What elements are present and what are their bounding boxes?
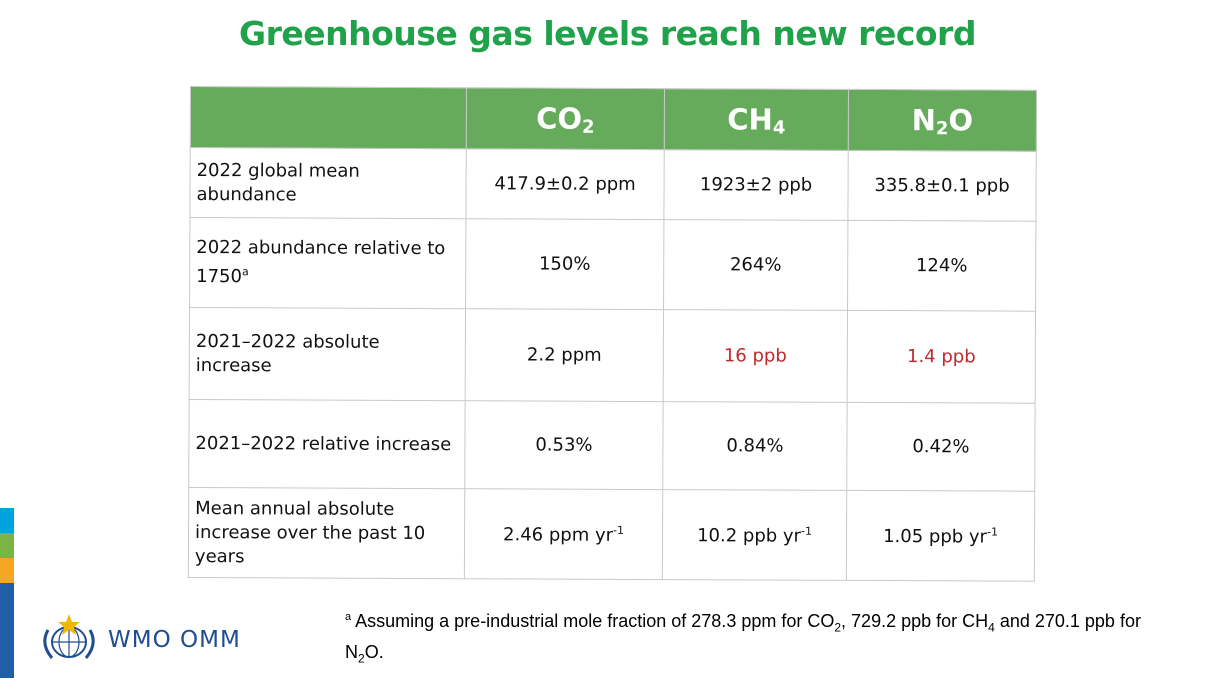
color-sidebar (0, 508, 14, 678)
wmo-emblem-icon (43, 614, 95, 659)
value-n2o: 1.05 ppb yr-1 (846, 490, 1035, 582)
footnote: a Assuming a pre-industrial mole fractio… (345, 611, 1141, 666)
value-co2: 2.2 ppm (465, 308, 664, 402)
row-label: 2021–2022 relative increase (188, 399, 466, 489)
value-n2o: 335.8±0.1 ppb (847, 150, 1037, 222)
page-title: Greenhouse gas levels reach new record (239, 14, 976, 53)
value-co2: 0.53% (464, 400, 664, 490)
table-row: 2021–2022 absolute increase 2.2 ppm 16 p… (189, 307, 1036, 404)
sidebar-stripe (0, 558, 14, 583)
sidebar-stripe (0, 633, 14, 658)
wmo-logo-text: WMO OMM (108, 627, 241, 653)
greenhouse-gas-table: CO2 CH4 N2O 2022 global mean abundance 4… (188, 86, 1037, 582)
header-empty (190, 86, 467, 149)
footnote-marker: a (241, 265, 249, 279)
value-ch4: 10.2 ppb yr-1 (662, 489, 847, 581)
table-header-row: CO2 CH4 N2O (190, 86, 1037, 152)
sidebar-stripe (0, 533, 14, 558)
row-label: 2022 abundance relative to 1750a (189, 217, 466, 309)
value-n2o: 124% (847, 220, 1036, 312)
table-row: 2022 abundance relative to 1750a 150% 26… (189, 217, 1036, 312)
header-co2: CO2 (466, 87, 665, 150)
sidebar-stripe (0, 658, 14, 678)
header-n2o: N2O (848, 89, 1037, 152)
row-label: 2022 global mean abundance (189, 147, 467, 219)
sidebar-stripe (0, 608, 14, 633)
value-n2o: 0.42% (846, 402, 1036, 492)
sidebar-stripe (0, 583, 14, 608)
value-ch4: 264% (663, 219, 848, 311)
value-ch4: 1923±2 ppb (663, 149, 849, 221)
table-row: 2021–2022 relative increase 0.53% 0.84% … (188, 399, 1036, 492)
value-n2o: 1.4 ppb (847, 310, 1036, 404)
value-ch4: 16 ppb (663, 309, 848, 403)
row-label: Mean annual absolute increase over the p… (188, 487, 465, 579)
table-row: 2022 global mean abundance 417.9±0.2 ppm… (189, 147, 1037, 222)
value-ch4: 0.84% (662, 401, 848, 491)
sidebar-stripe (0, 508, 14, 533)
value-co2: 150% (465, 218, 664, 310)
table-row: Mean annual absolute increase over the p… (188, 487, 1035, 582)
row-label: 2021–2022 absolute increase (189, 307, 466, 401)
value-co2: 2.46 ppm yr-1 (464, 488, 663, 580)
header-ch4: CH4 (664, 88, 849, 151)
value-co2: 417.9±0.2 ppm (465, 148, 665, 220)
